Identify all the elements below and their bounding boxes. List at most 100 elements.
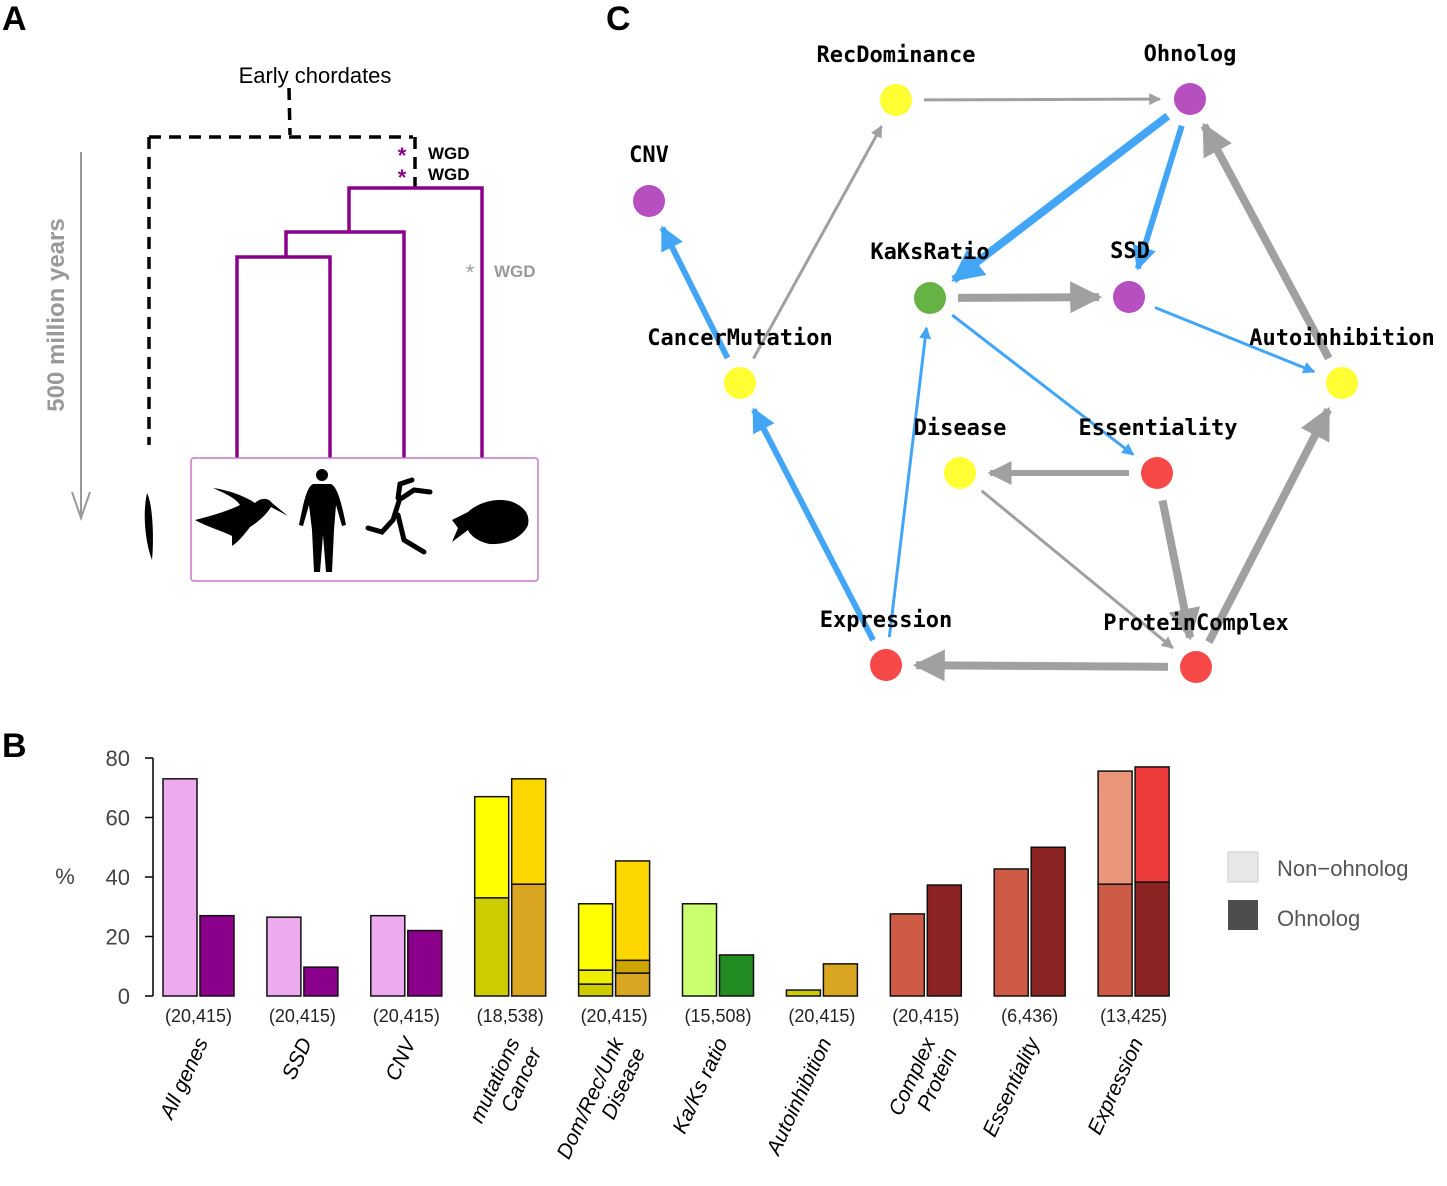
frog-icon (365, 477, 433, 555)
edge-ssd-to-autoinhibition (1154, 306, 1316, 374)
y-tick-label: 40 (106, 865, 130, 890)
y-tick-label: 80 (106, 746, 130, 771)
node-proteincomplex (1180, 651, 1212, 683)
amphioxus-icon (144, 493, 153, 560)
category-label: Essentiality (978, 1033, 1044, 1140)
category-label: CNV (381, 1033, 421, 1085)
panel-b-bar-chart: B % 0 20 40 60 80 (20,415) All genes (20,415) S… (2, 727, 1409, 1163)
bar-non-ohnolog-segment (162, 778, 198, 997)
bar-non-ohnolog-segment (577, 903, 614, 971)
edge-expression-to-cancermutation (751, 407, 876, 642)
edge-kaksratio-to-ssd (957, 281, 1103, 314)
legend-swatch-non-ohnolog (1227, 851, 1259, 883)
x-axis-labels: (20,415) All genes (20,415) SSD (20,415) CNV (… (155, 1006, 1167, 1163)
legend: Non−ohnolog Ohnolog (1227, 851, 1409, 931)
node-ohnolog (1174, 83, 1206, 115)
bar-ohnolog-segment (510, 778, 547, 885)
edge-cancermutation-to-recdominance (752, 125, 883, 360)
node-recdominance (880, 84, 912, 116)
bar-non-ohnolog-segment (1097, 883, 1133, 997)
node-label-recdominance: RecDominance (817, 43, 976, 68)
bar-ohnolog-segment (407, 929, 443, 997)
panel-label-c: C (606, 0, 631, 38)
bar-non-ohnolog-segment (473, 795, 510, 899)
category-label: Autoinhibition (761, 1034, 836, 1160)
edge-ohnolog-to-kaksratio (951, 112, 1171, 283)
bar-ohnolog-segment (614, 972, 651, 997)
edge-autoinhibition-to-ohnolog (1200, 122, 1333, 361)
edge-proteincomplex-to-expression (912, 649, 1169, 682)
bar-non-ohnolog-segment (681, 903, 718, 997)
y-tick-label: 0 (118, 984, 130, 1009)
bar-ohnolog-segment (510, 883, 547, 997)
bar-non-ohnolog-segment (266, 916, 302, 997)
edge-disease-to-proteincomplex (980, 489, 1174, 650)
wgd-star-fish: * (466, 260, 475, 285)
network-nodes: RecDominance Ohnolog CNV KaKsRatio SSD Cancer… (629, 42, 1435, 683)
node-label-cancermutation: CancerMutation (647, 326, 832, 351)
bar-ohnolog-segment (303, 966, 339, 997)
sample-size-label: (6,436) (1001, 1006, 1058, 1026)
bar-non-ohnolog-segment (577, 983, 614, 997)
node-label-cnv: CNV (629, 143, 669, 168)
node-label-disease: Disease (914, 416, 1007, 441)
y-axis: 0 20 40 60 80 (106, 746, 154, 1009)
sample-size-label: (18,538) (477, 1006, 544, 1026)
sample-size-label: (20,415) (788, 1006, 855, 1026)
y-tick-label: 20 (106, 925, 130, 950)
edge-essentiality-to-proteincomplex (1158, 499, 1201, 641)
bars (162, 766, 1170, 997)
sample-size-label: (20,415) (581, 1006, 648, 1026)
bar-non-ohnolog-segment (785, 989, 822, 997)
node-label-expression: Expression (820, 608, 952, 633)
category-label: SSD (278, 1034, 317, 1083)
sample-size-label: (20,415) (892, 1006, 959, 1026)
node-expression (870, 649, 902, 681)
bar-ohnolog-segment (718, 954, 755, 997)
bar-ohnolog-segment (926, 884, 963, 997)
sample-size-label: (20,415) (165, 1006, 232, 1026)
bar-non-ohnolog-segment (370, 914, 406, 997)
bar-ohnolog-segment (199, 914, 235, 997)
edge-recdominance-to-ohnolog (923, 93, 1162, 106)
wgd-label-2: WGD (428, 165, 470, 184)
node-label-autoinhibition: Autoinhibition (1249, 326, 1434, 351)
node-kaksratio (914, 282, 946, 314)
legend-label-ohnolog: Ohnolog (1277, 906, 1360, 931)
category-label: Expression (1083, 1034, 1148, 1138)
bar-ohnolog-segment (1134, 766, 1170, 883)
outgroup-branch (147, 87, 417, 445)
edge-kaksratio-to-essentiality (951, 313, 1135, 456)
panel-c-network: C RecDominance Ohnolog CNV KaKsRatio SSD Canc… (606, 0, 1435, 683)
sample-size-label: (13,425) (1100, 1006, 1167, 1026)
category-label: Ka/Ks ratio (668, 1034, 732, 1137)
category-label: All genes (155, 1034, 213, 1124)
bar-ohnolog-segment (822, 963, 859, 997)
y-tick-label: 60 (106, 806, 130, 831)
bar-ohnolog-segment (614, 860, 651, 962)
panel-a-phylogeny: A Early chordates * * WGD WGD * WGD 500 … (2, 0, 539, 582)
hummingbird-icon (195, 488, 288, 546)
node-autoinhibition (1326, 367, 1358, 399)
node-disease (944, 457, 976, 489)
legend-swatch-ohnolog (1228, 900, 1258, 930)
bar-non-ohnolog-segment (1097, 770, 1133, 885)
network-edges (659, 93, 1333, 682)
node-ssd (1113, 281, 1145, 313)
fish-icon (452, 499, 529, 545)
node-label-kaksratio: KaKsRatio (870, 240, 989, 265)
node-essentiality (1141, 457, 1173, 489)
root-label: Early chordates (239, 63, 392, 88)
edge-expression-to-kaksratio (887, 326, 932, 638)
vertebrate-box (190, 457, 539, 582)
sample-size-label: (15,508) (684, 1006, 751, 1026)
node-cnv (633, 185, 665, 217)
wgd-star-2: * (398, 165, 407, 190)
bar-non-ohnolog-segment (993, 868, 1029, 997)
human-icon (299, 469, 346, 572)
wgd-star-1: * (398, 143, 407, 168)
bar-ohnolog-segment (1134, 881, 1170, 997)
sample-size-label: (20,415) (269, 1006, 336, 1026)
y-axis-label: % (55, 864, 75, 889)
